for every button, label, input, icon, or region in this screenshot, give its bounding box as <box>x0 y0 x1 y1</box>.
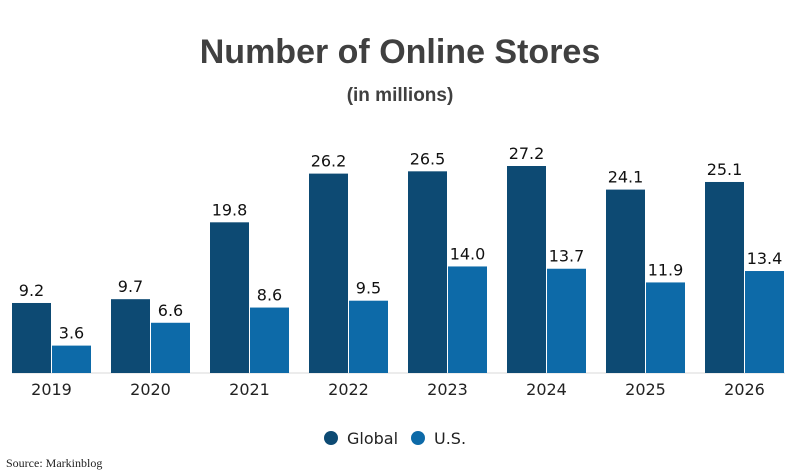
bar-u-s-2019 <box>52 345 91 373</box>
data-label-global-2026: 25.1 <box>707 160 743 179</box>
data-label-global-2022: 26.2 <box>311 152 347 171</box>
data-label-u-s-2020: 6.6 <box>158 301 183 320</box>
tick-labels-layer: 2019 2020 2021 2022 2023 2024 2025 2026 <box>31 380 765 399</box>
legend-marker-us <box>411 431 425 445</box>
data-label-u-s-2023: 14.0 <box>450 244 486 263</box>
data-label-global-2025: 24.1 <box>608 168 644 187</box>
data-label-global-2019: 9.2 <box>19 281 44 300</box>
x-tick-label-2025: 2025 <box>625 380 666 399</box>
data-label-u-s-2026: 13.4 <box>747 249 783 268</box>
data-label-global-2021: 19.8 <box>212 200 248 219</box>
legend-label-global: Global <box>347 429 398 448</box>
bar-u-s-2024 <box>547 268 586 373</box>
chart-subtitle: (in millions) <box>347 85 454 106</box>
bar-global-2021 <box>210 222 249 373</box>
source-note: Source: Markinblog <box>6 456 102 470</box>
data-label-u-s-2021: 8.6 <box>257 286 282 305</box>
bar-u-s-2026 <box>745 271 784 373</box>
data-label-global-2023: 26.5 <box>410 149 446 168</box>
value-labels-layer: 9.2 3.6 9.7 6.6 19.8 8.6 26.2 9.5 26.5 14.0 27.2 13… <box>19 144 783 343</box>
bars-layer <box>12 166 784 373</box>
data-label-global-2024: 27.2 <box>509 144 545 163</box>
data-label-u-s-2022: 9.5 <box>356 279 381 298</box>
x-tick-label-2026: 2026 <box>724 380 765 399</box>
bar-global-2022 <box>309 173 348 373</box>
bar-u-s-2022 <box>349 300 388 373</box>
x-tick-label-2021: 2021 <box>229 380 270 399</box>
data-label-u-s-2024: 13.7 <box>549 247 585 266</box>
legend: Global U.S. <box>324 429 466 448</box>
x-tick-label-2019: 2019 <box>31 380 72 399</box>
legend-label-us: U.S. <box>434 429 466 448</box>
legend-marker-global <box>324 431 338 445</box>
bar-global-2020 <box>111 299 150 373</box>
bar-global-2024 <box>507 166 546 373</box>
bar-u-s-2023 <box>448 266 487 373</box>
x-tick-label-2023: 2023 <box>427 380 468 399</box>
data-label-u-s-2019: 3.6 <box>59 324 84 343</box>
bar-global-2026 <box>705 181 744 373</box>
data-label-global-2020: 9.7 <box>118 277 143 296</box>
x-tick-label-2024: 2024 <box>526 380 567 399</box>
x-tick-label-2022: 2022 <box>328 380 369 399</box>
bar-u-s-2020 <box>151 322 190 373</box>
chart-title: Number of Online Stores <box>200 33 601 71</box>
bar-global-2019 <box>12 302 51 373</box>
data-label-u-s-2025: 11.9 <box>648 260 684 279</box>
bar-global-2023 <box>408 171 447 373</box>
bar-u-s-2021 <box>250 307 289 373</box>
bar-global-2025 <box>606 189 645 373</box>
x-tick-label-2020: 2020 <box>130 380 171 399</box>
bar-u-s-2025 <box>646 282 685 373</box>
